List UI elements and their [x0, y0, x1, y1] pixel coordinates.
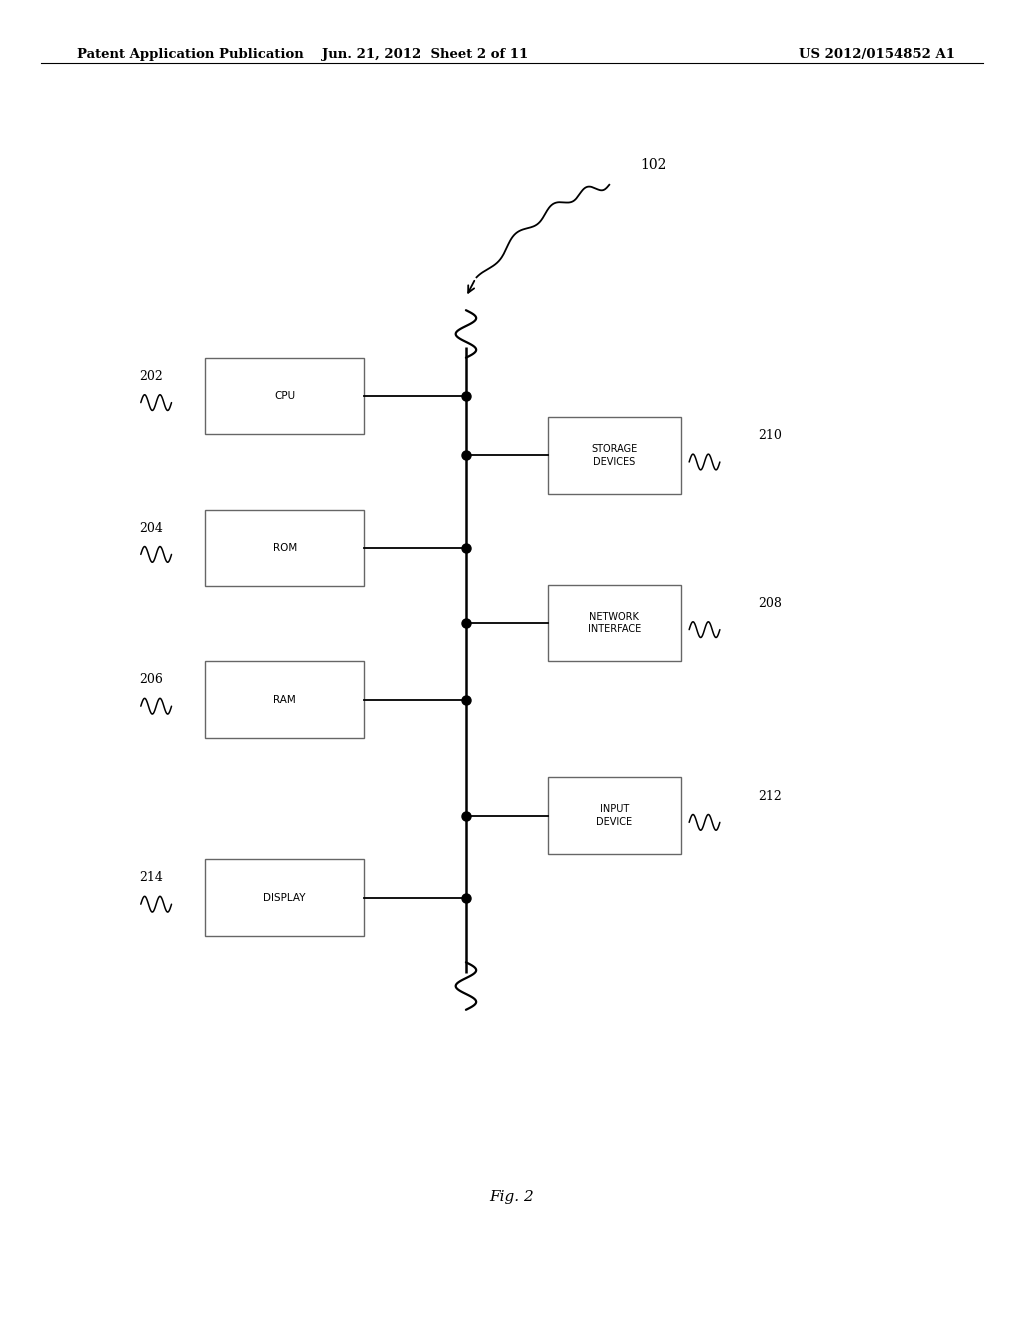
Text: 208: 208 — [758, 597, 781, 610]
Bar — [205, 510, 365, 586]
Text: Jun. 21, 2012  Sheet 2 of 11: Jun. 21, 2012 Sheet 2 of 11 — [322, 48, 528, 61]
Text: ROM: ROM — [272, 543, 297, 553]
Text: RAM: RAM — [273, 694, 296, 705]
Text: 210: 210 — [758, 429, 781, 442]
Text: 102: 102 — [640, 157, 667, 172]
Bar — [205, 859, 365, 936]
Bar — [548, 585, 681, 661]
Text: 214: 214 — [139, 871, 163, 884]
Text: NETWORK
INTERFACE: NETWORK INTERFACE — [588, 611, 641, 635]
Text: 204: 204 — [139, 521, 163, 535]
Bar — [548, 417, 681, 494]
Text: STORAGE
DEVICES: STORAGE DEVICES — [591, 444, 638, 467]
Text: Fig. 2: Fig. 2 — [489, 1189, 535, 1204]
Text: 202: 202 — [139, 370, 163, 383]
Text: INPUT
DEVICE: INPUT DEVICE — [596, 804, 633, 828]
Text: 212: 212 — [758, 789, 781, 803]
Bar — [548, 777, 681, 854]
Text: US 2012/0154852 A1: US 2012/0154852 A1 — [799, 48, 954, 61]
Text: DISPLAY: DISPLAY — [263, 892, 306, 903]
Text: 206: 206 — [139, 673, 163, 686]
Bar — [205, 358, 365, 434]
Bar — [205, 661, 365, 738]
Text: CPU: CPU — [274, 391, 295, 401]
Text: Patent Application Publication: Patent Application Publication — [77, 48, 303, 61]
